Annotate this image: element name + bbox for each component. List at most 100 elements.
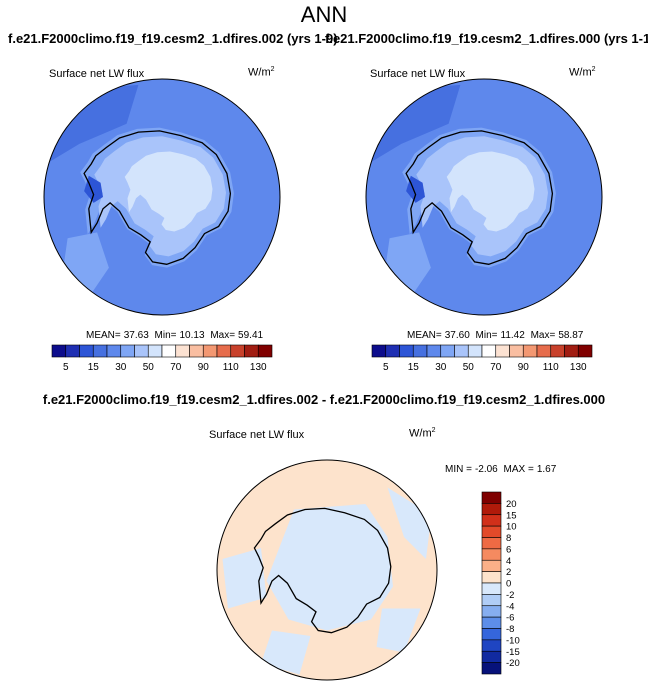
diff-colorbar-swatch [481,650,502,663]
left-coastline [83,130,232,265]
right-stats: MEAN= 37.60 Min= 11.42 Max= 58.87 [407,330,584,341]
left-colorbar-swatch [216,344,232,358]
diff-colorbar-tick-label: 2 [506,567,511,578]
left-colorbar-swatch [79,344,94,358]
diff-colorbar-tick-label: -15 [506,647,520,658]
left-colorbar-tick-label: 15 [88,362,100,373]
diff-colorbar-swatch [481,594,502,607]
diff-negative-region [387,487,432,559]
diff-colorbar-tick-label: 8 [506,533,511,544]
diff-colorbar-tick-label: 6 [506,544,511,555]
diff-units-label: W/m2 [409,427,436,440]
right-plateau [446,151,535,232]
left-colorbar-tick-label: 70 [170,362,182,373]
diff-colorbar-tick-label: -6 [506,613,514,624]
diff-colorbar-tick-label: 4 [506,556,511,567]
right-colorbar-swatch [481,344,497,358]
diff-colorbar-tick-label: 15 [506,510,517,521]
left-colorbar-tick-label: 90 [198,362,210,373]
right-colorbar-swatch [522,344,538,358]
left-colorbar-swatch [92,344,108,358]
diff-variable-label: Surface net LW flux [209,429,305,441]
right-colorbar-swatch [509,344,524,358]
right-colorbar-tick-label: 130 [570,362,587,373]
diff-negative-region [266,504,393,631]
diff-colorbar-swatch [481,571,502,584]
left-stats: MEAN= 37.63 Min= 10.13 Max= 59.41 [86,330,264,341]
left-colorbar-swatch [257,344,273,358]
right-run-title: f.e21.F2000climo.f19_f19.cesm2_1.dfires.… [325,31,648,46]
right-units-label: W/m2 [569,66,596,79]
diff-coastline [253,507,392,634]
right-colorbar-tick-label: 30 [435,362,447,373]
main-title: ANN [300,2,348,27]
diff-colorbar-tick-label: 20 [506,499,517,510]
diff-colorbar-tick-label: -10 [506,635,520,646]
diff-colorbar-swatch [481,503,502,516]
right-colorbar-swatch [399,344,414,358]
left-colorbar-swatch [161,344,177,358]
right-map [366,79,602,315]
diff-colorbar-tick-label: 0 [506,579,511,590]
left-outline [43,78,281,316]
left-colorbar-swatch [106,344,122,358]
left-colorbar-swatch [120,344,135,358]
right-colorbar-swatch [371,344,387,358]
left-colorbar-swatch [134,344,149,358]
right-colorbar-swatch [550,344,565,358]
right-colorbar-swatch [440,344,455,358]
right-colorbar-swatch [385,344,400,358]
left-colorbar-tick-label: 110 [223,362,239,373]
left-colorbar-swatch [51,344,67,358]
right-max-value: 58.87 [558,330,584,341]
left-colorbar-tick-label: 130 [250,362,267,373]
right-colorbar-tick-label: 110 [543,362,559,373]
left-max-value: 59.41 [238,330,264,341]
left-colorbar-swatch [147,344,163,358]
right-outline [365,78,603,316]
left-colorbar-tick-label: 50 [143,362,155,373]
left-map [44,79,280,315]
diff-colorbar-tick-label: 10 [506,522,517,533]
right-colorbar-swatch [454,344,469,358]
diff-negative-region [376,608,421,653]
right-colorbar-tick-label: 90 [518,362,530,373]
left-min-value: 10.13 [179,330,205,341]
left-colorbar-swatch [65,344,80,358]
right-coastline [405,130,554,265]
left-colorbar-tick-label: 5 [63,362,69,373]
left-colorbar-swatch [189,344,204,358]
diff-colorbar-swatch [481,662,502,675]
diff-outline [216,459,438,681]
left-colorbar-swatch [244,344,259,358]
diff-colorbar-tick-label: -8 [506,624,514,635]
diff-colorbar-swatch [481,537,502,550]
diff-colorbar-swatch [481,582,502,595]
left-colorbar-swatch [175,344,190,358]
left-colorbar-swatch [202,344,218,358]
left-mean-value: 37.63 [123,330,149,341]
diff-colorbar-swatch [481,514,502,527]
right-colorbar-swatch [495,344,510,358]
diff-colorbar-swatch [481,616,502,629]
left-variable-label: Surface net LW flux [49,68,145,80]
diff-colorbar-swatch [481,559,502,572]
diff-title: f.e21.F2000climo.f19_f19.cesm2_1.dfires.… [42,392,606,407]
diff-colorbar-swatch [481,491,502,504]
right-colorbar-tick-label: 70 [490,362,502,373]
diff-negative-region [261,630,311,675]
left-run-title: f.e21.F2000climo.f19_f19.cesm2_1.dfires.… [8,31,338,46]
left-units-label: W/m2 [248,66,275,79]
diff-colorbar-swatch [481,525,502,538]
left-colorbar-swatch [230,344,245,358]
right-colorbar-tick-label: 50 [463,362,475,373]
diff-colorbar-swatch [481,605,502,618]
right-colorbar-tick-label: 5 [383,362,389,373]
right-colorbar-swatch [564,344,579,358]
diff-colorbar-swatch [481,639,502,652]
diff-colorbar-swatch [481,628,502,641]
diff-colorbar-tick-label: -4 [506,601,514,612]
right-colorbar-swatch [536,344,552,358]
left-colorbar-tick-label: 30 [115,362,127,373]
